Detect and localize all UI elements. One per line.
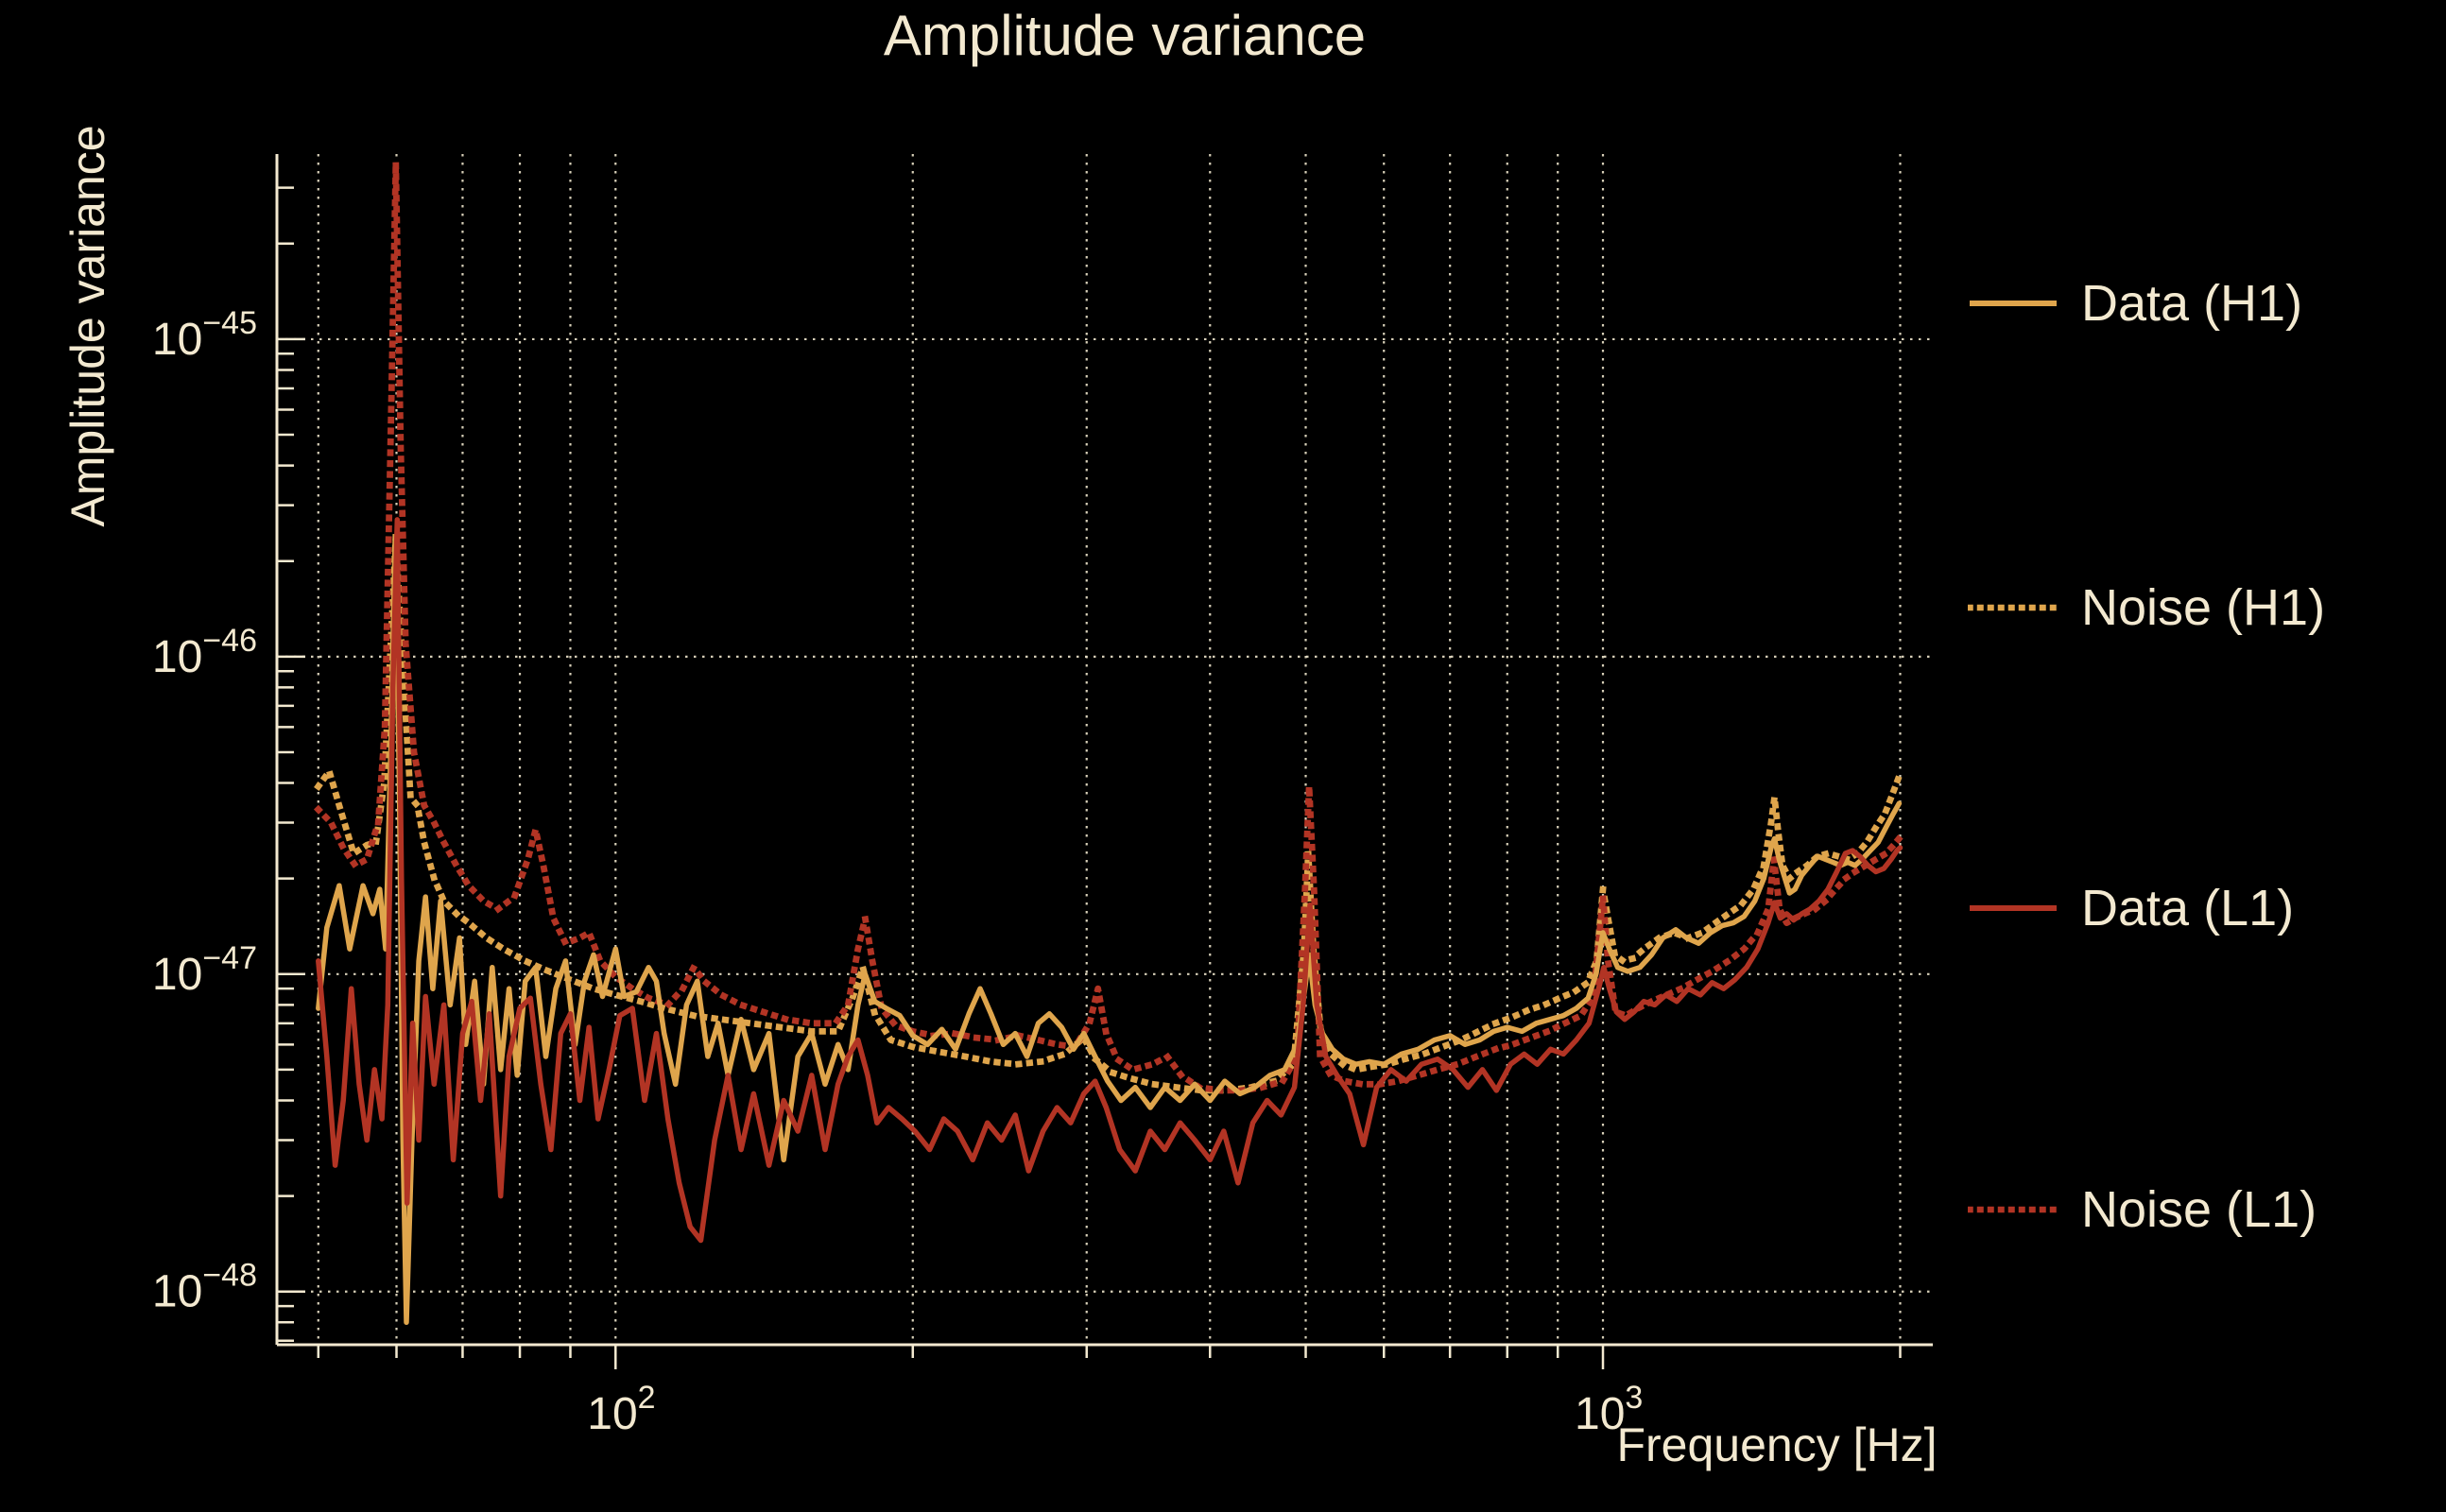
axes-spines <box>275 154 1933 1347</box>
x-axis-label: Frequency [Hz] <box>1616 1418 1937 1471</box>
legend-label-data-h1: Data (H1) <box>2081 275 2303 332</box>
data-series <box>313 159 1905 1326</box>
legend-label-noise-l1: Noise (L1) <box>2081 1181 2317 1238</box>
chart-title: Amplitude variance <box>884 4 1366 67</box>
series-line-data-l1 <box>316 517 1903 1244</box>
series-line-data-h1 <box>316 539 1903 1326</box>
y-tick-label: 10−46 <box>152 623 257 682</box>
y-tick-label: 10−48 <box>152 1258 257 1317</box>
legend-label-data-l1: Data (L1) <box>2081 880 2295 936</box>
legend-swatch-data-h1-line-icon <box>1970 301 2057 306</box>
x-tick-label: 103 <box>1575 1380 1643 1439</box>
gridlines <box>277 154 1933 1345</box>
legend-item-data-h1: Data (H1) <box>1968 274 2302 333</box>
legend-swatch-noise-l1-line-icon <box>1968 1206 2058 1213</box>
legend-item-noise-l1: Noise (L1) <box>1968 1180 2317 1239</box>
x-tick-label: 102 <box>587 1380 655 1439</box>
axis-ticks <box>277 186 1902 1369</box>
tick-labels: 10−45 10−46 10−47 10−48 102 103 <box>152 305 1643 1439</box>
legend-item-data-l1: Data (L1) <box>1968 879 2294 937</box>
legend-label-noise-h1: Noise (H1) <box>2081 579 2326 636</box>
legend-swatch-data-l1-line-icon <box>1970 905 2057 911</box>
legend-swatch-noise-h1-line-icon <box>1968 604 2058 611</box>
y-tick-label: 10−47 <box>152 940 257 1000</box>
y-tick-label: 10−45 <box>152 305 257 365</box>
series-line-noise-l1 <box>313 159 1905 1094</box>
y-axis-label: Amplitude variance <box>61 125 114 526</box>
legend: Data (H1) Noise (H1) Data (L1) Noise (L1… <box>1968 0 2446 1512</box>
legend-item-noise-h1: Noise (H1) <box>1968 578 2325 637</box>
